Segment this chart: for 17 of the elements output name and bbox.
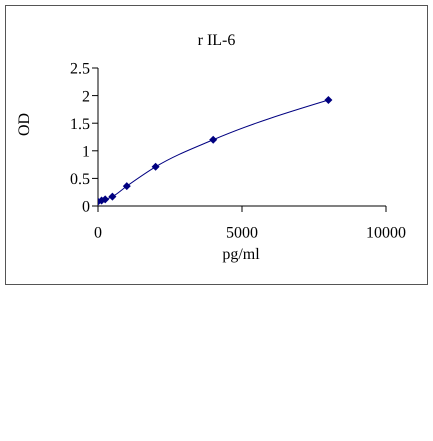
x-tick-label: 10000 <box>366 224 406 242</box>
y-tick-label: 2.5 <box>70 60 90 78</box>
point <box>209 136 218 144</box>
y-tick-label: 2 <box>82 88 90 106</box>
point <box>152 162 160 171</box>
y-tick-label: 1.5 <box>70 116 90 133</box>
y-tick-label: 1 <box>82 143 90 160</box>
y-tick-label: 0 <box>82 198 90 216</box>
chart-title: r IL-6 <box>196 32 236 50</box>
y-tick-label: 0.5 <box>70 171 90 188</box>
x-tick-label: 5000 <box>226 224 258 242</box>
y-axis-title: OD <box>16 112 34 136</box>
point <box>122 182 131 190</box>
point <box>108 192 116 201</box>
x-tick-label: 0 <box>94 224 102 242</box>
point <box>324 96 332 104</box>
x-axis-title: pg/ml <box>221 246 261 264</box>
